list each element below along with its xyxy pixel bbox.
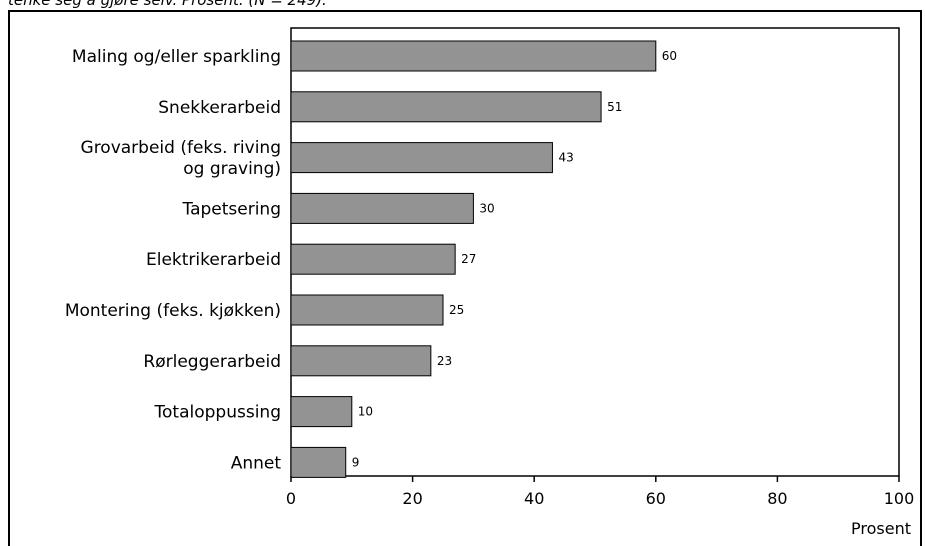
x-tick-label: 100 (884, 489, 915, 508)
value-labels: 60 51 43 30 27 25 23 10 9 (352, 49, 677, 469)
bar (290, 243, 456, 275)
value-label: 23 (437, 354, 452, 368)
value-label: 10 (358, 405, 373, 419)
bar (290, 345, 432, 377)
category-label: Maling og/eller sparkling (72, 47, 281, 67)
value-label: 25 (449, 303, 464, 317)
category-labels: Maling og/eller sparkling Snekkerarbeid Gr… (65, 47, 281, 473)
caption-fragment: tenke seg å gjøre selv. Prosent. (N = 24… (8, 0, 327, 9)
category-label: og graving) (183, 159, 281, 179)
category-label: Totaloppussing (154, 403, 281, 423)
bar (290, 294, 444, 326)
category-label: Annet (231, 453, 282, 473)
bar-series (290, 40, 657, 478)
x-tick-label: 60 (646, 489, 666, 508)
category-label: Tapetsering (182, 199, 282, 219)
bar (290, 396, 353, 428)
category-label: Snekkerarbeid (158, 98, 281, 118)
x-axis-ticks: 0 20 40 60 80 100 (286, 476, 914, 508)
value-label: 30 (479, 201, 494, 215)
bar (290, 142, 553, 174)
category-label: Grovarbeid (feks. riving (81, 138, 281, 158)
x-axis-title: Prosent (851, 519, 911, 538)
bar (290, 446, 347, 478)
category-label: Rørleggerarbeid (143, 352, 281, 372)
x-tick-label: 40 (524, 489, 544, 508)
x-tick-label: 80 (767, 489, 787, 508)
value-label: 60 (662, 49, 677, 63)
category-label: Elektrikerarbeid (146, 250, 281, 270)
bar (290, 91, 602, 123)
x-tick-label: 0 (286, 489, 296, 508)
x-tick-label: 20 (402, 489, 422, 508)
value-label: 51 (607, 100, 622, 114)
category-label: Montering (feks. kjøkken) (65, 301, 281, 321)
value-label: 9 (352, 455, 360, 469)
bar (290, 40, 657, 72)
bar (290, 192, 474, 224)
value-label: 43 (558, 151, 573, 165)
value-label: 27 (461, 252, 476, 266)
outer-frame (8, 10, 922, 546)
